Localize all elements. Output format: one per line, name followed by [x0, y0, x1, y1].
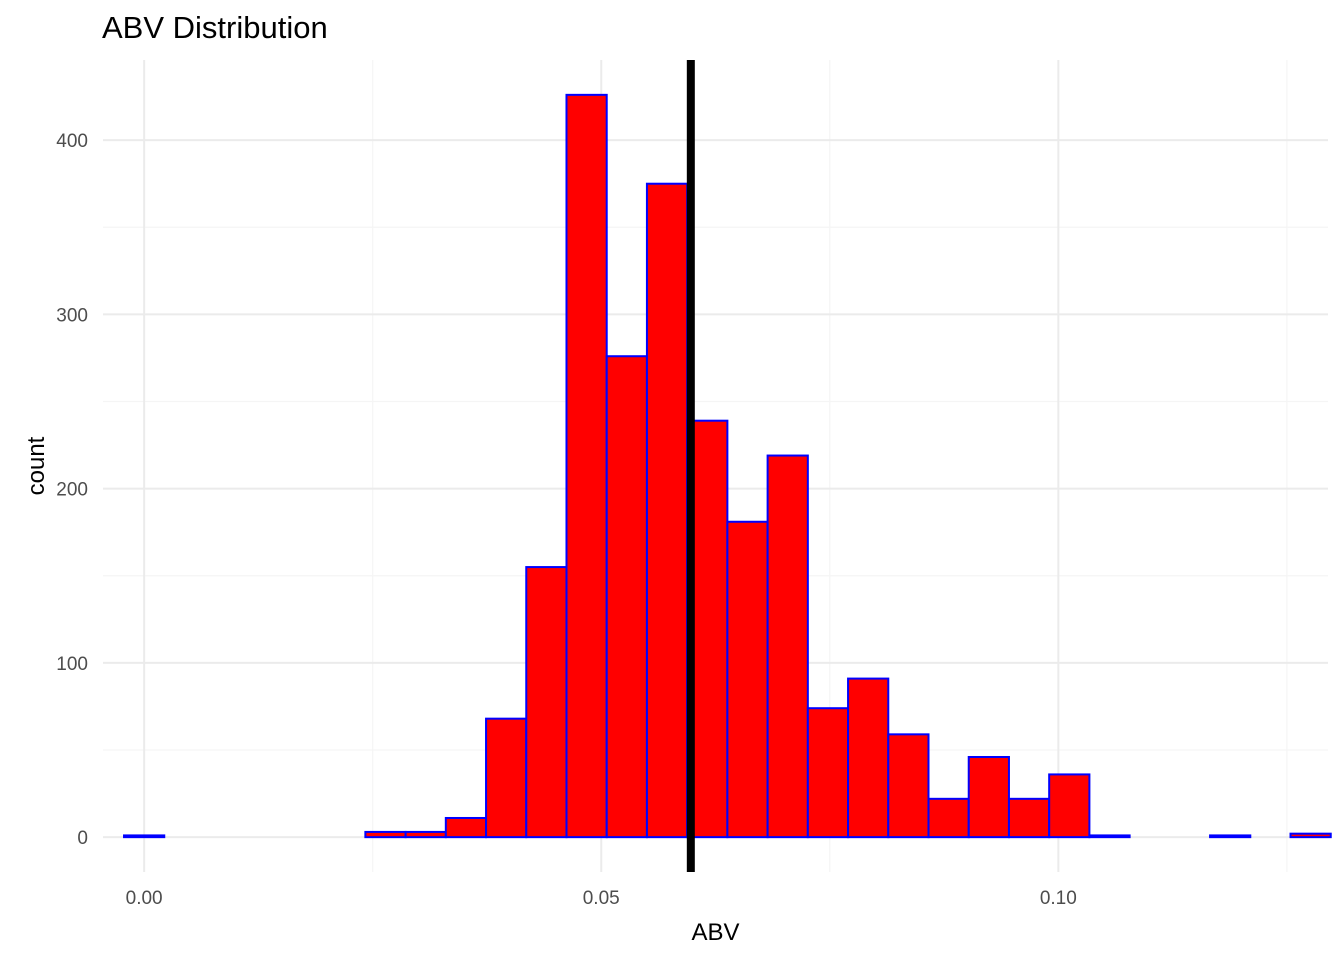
histogram-bar-6	[404, 830, 447, 839]
x-axis-title: ABV	[691, 919, 739, 946]
histogram-bar-7	[444, 816, 488, 839]
histogram-bar-0	[123, 834, 166, 839]
y-tick-label-1: 100	[56, 654, 88, 675]
y-axis-ticks: 0 100 200 300 400	[56, 131, 88, 849]
histogram-bar-5	[364, 830, 407, 839]
histogram-bar-17	[847, 677, 890, 839]
chart-title: ABV Distribution	[102, 10, 328, 45]
histogram-bar-12	[645, 182, 689, 839]
y-tick-label-2: 200	[56, 480, 88, 501]
x-tick-label-1: 0.05	[583, 888, 620, 909]
histogram-bars	[123, 93, 1332, 839]
histogram-bar-16	[806, 707, 850, 839]
y-axis-title: count	[23, 436, 50, 495]
y-tick-label-0: 0	[77, 828, 88, 849]
histogram-bar-8	[485, 717, 528, 839]
histogram-bar-14	[726, 520, 769, 839]
y-tick-label-3: 300	[56, 305, 88, 326]
x-tick-label-2: 0.10	[1040, 888, 1077, 909]
histogram-bar-22	[1048, 773, 1091, 839]
x-tick-label-0: 0.00	[126, 888, 163, 909]
histogram-bar-23	[1088, 834, 1131, 839]
histogram-bar-26	[1209, 834, 1252, 839]
x-axis-ticks: 0.00 0.05 0.10	[126, 888, 1077, 909]
histogram-bar-20	[967, 755, 1010, 839]
histogram-bar-11	[605, 355, 648, 839]
histogram-bar-21	[1007, 797, 1051, 839]
y-tick-label-4: 400	[56, 131, 88, 152]
histogram-bar-10	[565, 93, 608, 839]
histogram-bar-28	[1289, 832, 1332, 839]
histogram-bar-19	[927, 797, 970, 839]
histogram-bar-18	[887, 733, 930, 839]
histogram-bar-15	[766, 454, 809, 839]
histogram-bar-9	[525, 566, 568, 839]
